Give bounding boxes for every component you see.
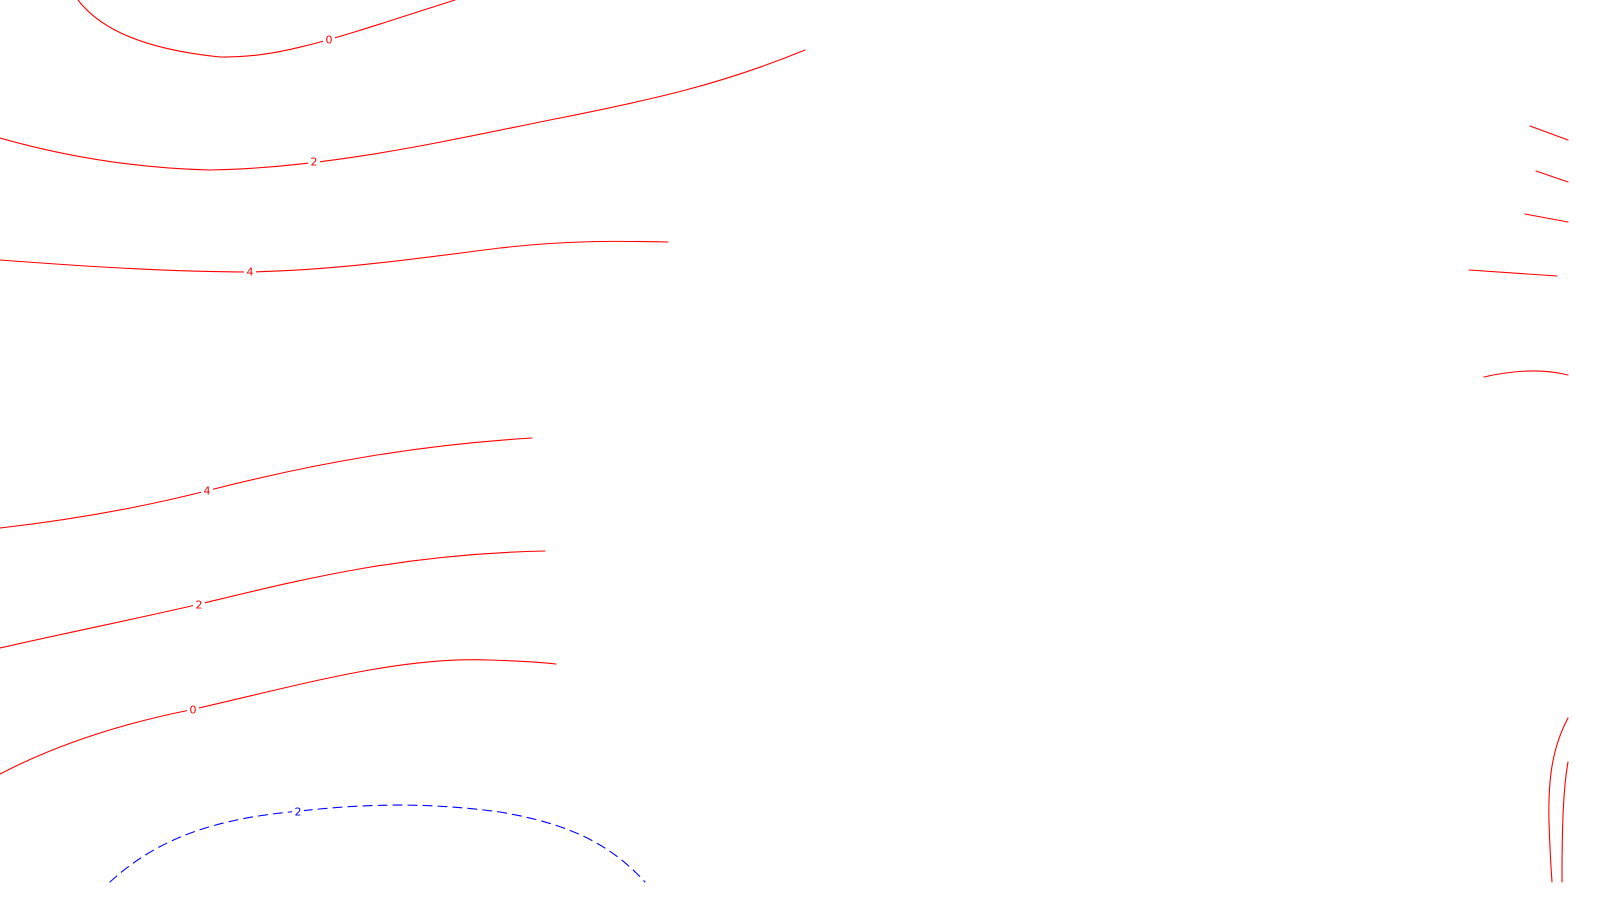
contour-label-background — [201, 484, 213, 498]
contour-label-mid-2: 2 — [196, 599, 203, 612]
contour-line-mid-0 — [0, 659, 557, 775]
contour-label-background — [187, 703, 199, 717]
contour-label-top-0: 0 — [326, 34, 333, 47]
contour-line-top-0 — [77, 0, 456, 58]
contour-label-background — [292, 805, 304, 819]
contour-line-edge-c — [1524, 213, 1569, 223]
contour-line-edge-e — [1483, 370, 1569, 378]
contour-line-top-2 — [0, 49, 806, 171]
contour-line-edge-b — [1535, 170, 1569, 183]
contour-line-top-4 — [0, 240, 669, 273]
contour-label-top-2: 2 — [311, 156, 318, 169]
contour-line-mid-4 — [0, 437, 533, 529]
contour-label-mid-4: 4 — [204, 485, 211, 498]
contour-line-mid-2 — [0, 550, 546, 649]
contour-label-mid-0: 0 — [190, 704, 197, 717]
contour-label-background — [308, 155, 320, 169]
contour-line-edge-g — [1561, 761, 1569, 883]
contour-label-background — [193, 598, 205, 612]
contour-line-edge-a — [1529, 125, 1569, 141]
contour-layer — [0, 0, 1569, 883]
contour-label-layer: 0 2 4 4 2 0 2 — [187, 33, 335, 819]
contour-line-edge-f — [1548, 717, 1569, 883]
contour-label-background — [323, 33, 335, 47]
contour-label-background — [244, 265, 256, 279]
contour-label-top-4: 4 — [247, 266, 254, 279]
contour-line-bottom-neg2 — [109, 804, 646, 883]
contour-line-edge-d — [1468, 269, 1558, 277]
contour-label-bottom-neg2: 2 — [295, 806, 302, 819]
